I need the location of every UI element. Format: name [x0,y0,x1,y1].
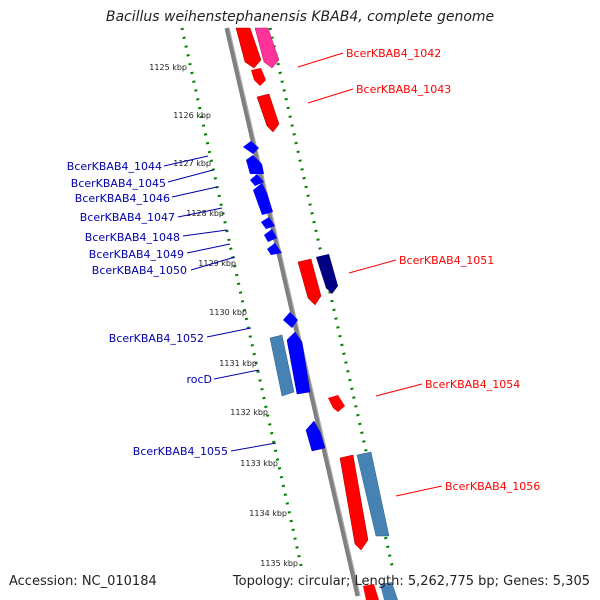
gene-1056b-arrow [356,451,390,537]
gene-1047-arrow [253,183,273,215]
gene-label-left: BcerKBAB4_1047 [80,211,175,224]
gene-label-right: BcerKBAB4_1043 [356,83,451,96]
tick-label: 1131 kbp [219,359,257,368]
gene-rocD-arrow [286,331,311,395]
gene-rocD-rna-arrow [269,334,295,397]
gene-label-right: BcerKBAB4_1051 [399,254,494,267]
tick-label: 1129 kbp [198,259,236,268]
page-title: Bacillus weihenstephanensis KBAB4, compl… [105,9,495,25]
gene-1054-arrow [328,395,345,412]
gene-label-left: BcerKBAB4_1046 [75,192,170,205]
callout-line [182,229,228,237]
backbone [224,27,361,597]
right-callouts [297,52,443,497]
callout-line [177,207,223,218]
gene-1043-arrow [256,93,280,133]
callout-line [213,369,260,380]
forward-genes [235,27,398,600]
gene-1044-arrow [243,141,259,154]
gene-1051-arrow [297,258,322,306]
gene-label-left: BcerKBAB4_1052 [109,332,204,345]
gene-label-left: BcerKBAB4_1045 [71,177,166,190]
tick-label: 1125 kbp [149,63,187,72]
callout-line [375,383,423,397]
left-gene-labels: BcerKBAB4_1044 BcerKBAB4_1045 BcerKBAB4_… [67,160,228,458]
tick-label: 1130 kbp [209,308,247,317]
backbone-highlight [228,27,361,597]
gene-1052-arrow [283,312,298,328]
callout-line [171,186,218,198]
gene-1055-arrow [305,420,326,452]
tick-label: 1127 kbp [173,159,211,168]
reverse-genes [243,141,326,452]
gene-1042b-arrow [254,27,280,69]
left-tick-line [180,27,304,571]
gene-bottom-red-arrow [363,584,379,600]
gene-label-left: BcerKBAB4_1049 [89,248,184,261]
accession-text: Accession: NC_010184 [9,574,157,589]
tick-label: 1128 kbp [186,209,224,218]
callout-line [307,88,354,104]
tick-label: 1133 kbp [240,459,278,468]
tick-labels: 1125 kbp 1126 kbp 1127 kbp 1128 kbp 1129… [149,63,298,568]
gene-1045-arrow [246,155,264,174]
callout-line [395,485,443,497]
callout-line [206,327,252,338]
callout-line [190,256,236,271]
tick-label: 1132 kbp [230,408,268,417]
gene-label-right: BcerKBAB4_1056 [445,480,540,493]
callout-line [348,259,397,274]
right-gene-labels: BcerKBAB4_1042 BcerKBAB4_1043 BcerKBAB4_… [346,47,540,493]
gene-label-left: rocD [186,373,212,386]
gene-1056-arrow [339,454,369,551]
tick-label: 1134 kbp [249,509,287,518]
gene-1048-arrow [261,217,275,229]
gene-label-left: BcerKBAB4_1044 [67,160,162,173]
gene-1050-arrow [267,243,282,255]
gene-1046-arrow [250,174,264,186]
gene-label-right: BcerKBAB4_1042 [346,47,441,60]
tick-label: 1135 kbp [260,559,298,568]
callout-line [186,243,231,254]
gene-small-red-arrow [251,68,266,86]
gene-bottom-blue-arrow [380,582,398,600]
callout-line [163,155,209,167]
gene-1049-arrow [264,229,277,242]
gene-label-left: BcerKBAB4_1050 [92,264,187,277]
callout-line [230,442,277,452]
callout-line [167,169,214,183]
callout-line [297,52,344,68]
gene-1051b-arrow [316,254,338,294]
topology-text: Topology: circular; Length: 5,262,775 bp… [232,574,590,589]
left-callouts [163,155,277,452]
tick-label: 1126 kbp [173,111,211,120]
gene-label-right: BcerKBAB4_1054 [425,378,520,391]
gene-label-left: BcerKBAB4_1048 [85,231,180,244]
gene-1042-arrow [235,27,262,69]
gene-label-left: BcerKBAB4_1055 [133,445,228,458]
